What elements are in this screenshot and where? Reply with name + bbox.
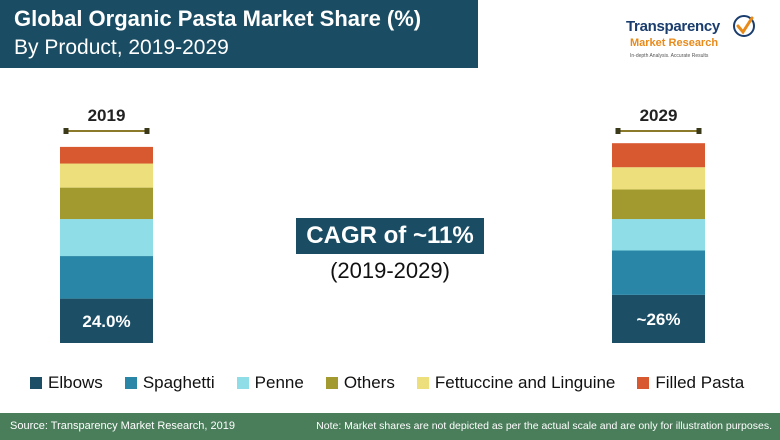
legend-swatch	[637, 377, 650, 389]
legend-swatch	[236, 377, 249, 389]
legend-item-filled-pasta: Filled Pasta	[637, 373, 744, 393]
footer-source: Source: Transparency Market Research, 20…	[10, 420, 236, 432]
year-bracket-end	[615, 128, 621, 134]
legend-label: Others	[343, 373, 395, 392]
year-bracket-end	[144, 128, 150, 134]
cagr-period: (2019-2029)	[330, 258, 450, 283]
bar-segment-fettuccine-and-linguine-2029	[612, 167, 705, 190]
cagr-box: CAGR of ~11%	[296, 218, 484, 254]
chart-subtitle: By Product, 2019-2029	[14, 36, 229, 59]
logo-check-icon	[733, 15, 755, 37]
year-bracket-end	[696, 128, 702, 134]
legend-swatch	[124, 377, 137, 389]
year-bracket-end	[63, 128, 69, 134]
legend-item-others: Others	[325, 373, 395, 393]
year-label-2019: 2019	[88, 106, 126, 125]
legend: Elbows Spaghetti Penne Others Fettuccine and…	[30, 370, 770, 396]
data-label-2029: ~26%	[637, 310, 681, 329]
legend-swatch	[416, 377, 429, 389]
bar-segment-others-2019	[60, 187, 153, 220]
bar-segment-fettuccine-and-linguine-2019	[60, 163, 153, 188]
legend-swatch	[30, 377, 42, 389]
year-label-2029: 2029	[640, 106, 678, 125]
legend-item-penne: Penne	[236, 373, 304, 393]
legend-item-fettuccine-and-linguine: Fettuccine and Linguine	[416, 373, 616, 393]
bar-segment-elbows-2029	[612, 294, 705, 343]
footer-note: Note: Market shares are not depicted as …	[316, 420, 772, 432]
bar-segment-elbows-2019	[60, 298, 153, 343]
chart-title: Global Organic Pasta Market Share (%)	[14, 6, 422, 31]
bar-segment-spaghetti-2029	[612, 250, 705, 295]
legend-label: Penne	[254, 373, 304, 392]
bar-segment-filled-pasta-2019	[60, 146, 153, 164]
bar-segment-others-2029	[612, 189, 705, 220]
bar-segment-penne-2029	[612, 219, 705, 251]
legend-label: Filled Pasta	[655, 373, 745, 392]
title-banner: Global Organic Pasta Market Share (%) By…	[0, 0, 478, 68]
legend-item-elbows: Elbows	[30, 373, 103, 393]
legend-label: Fettuccine and Linguine	[434, 373, 616, 392]
logo-tagline: In-depth Analysis. Accurate Results	[630, 53, 709, 59]
data-label-2019: 24.0%	[82, 312, 130, 331]
legend-swatch	[325, 377, 338, 389]
legend-label: Spaghetti	[142, 373, 215, 392]
logo-subwordmark: Market Research	[630, 37, 719, 49]
bar-segment-penne-2019	[60, 219, 153, 257]
bar-segment-filled-pasta-2029	[612, 143, 705, 168]
logo-wordmark: Transparency	[626, 18, 720, 35]
legend-item-spaghetti: Spaghetti	[124, 373, 215, 393]
logo: Transparency Market Research In-depth An…	[626, 14, 766, 66]
bar-segment-spaghetti-2019	[60, 256, 153, 299]
footer-bar: Source: Transparency Market Research, 20…	[0, 413, 780, 440]
legend-label: Elbows	[48, 373, 103, 392]
